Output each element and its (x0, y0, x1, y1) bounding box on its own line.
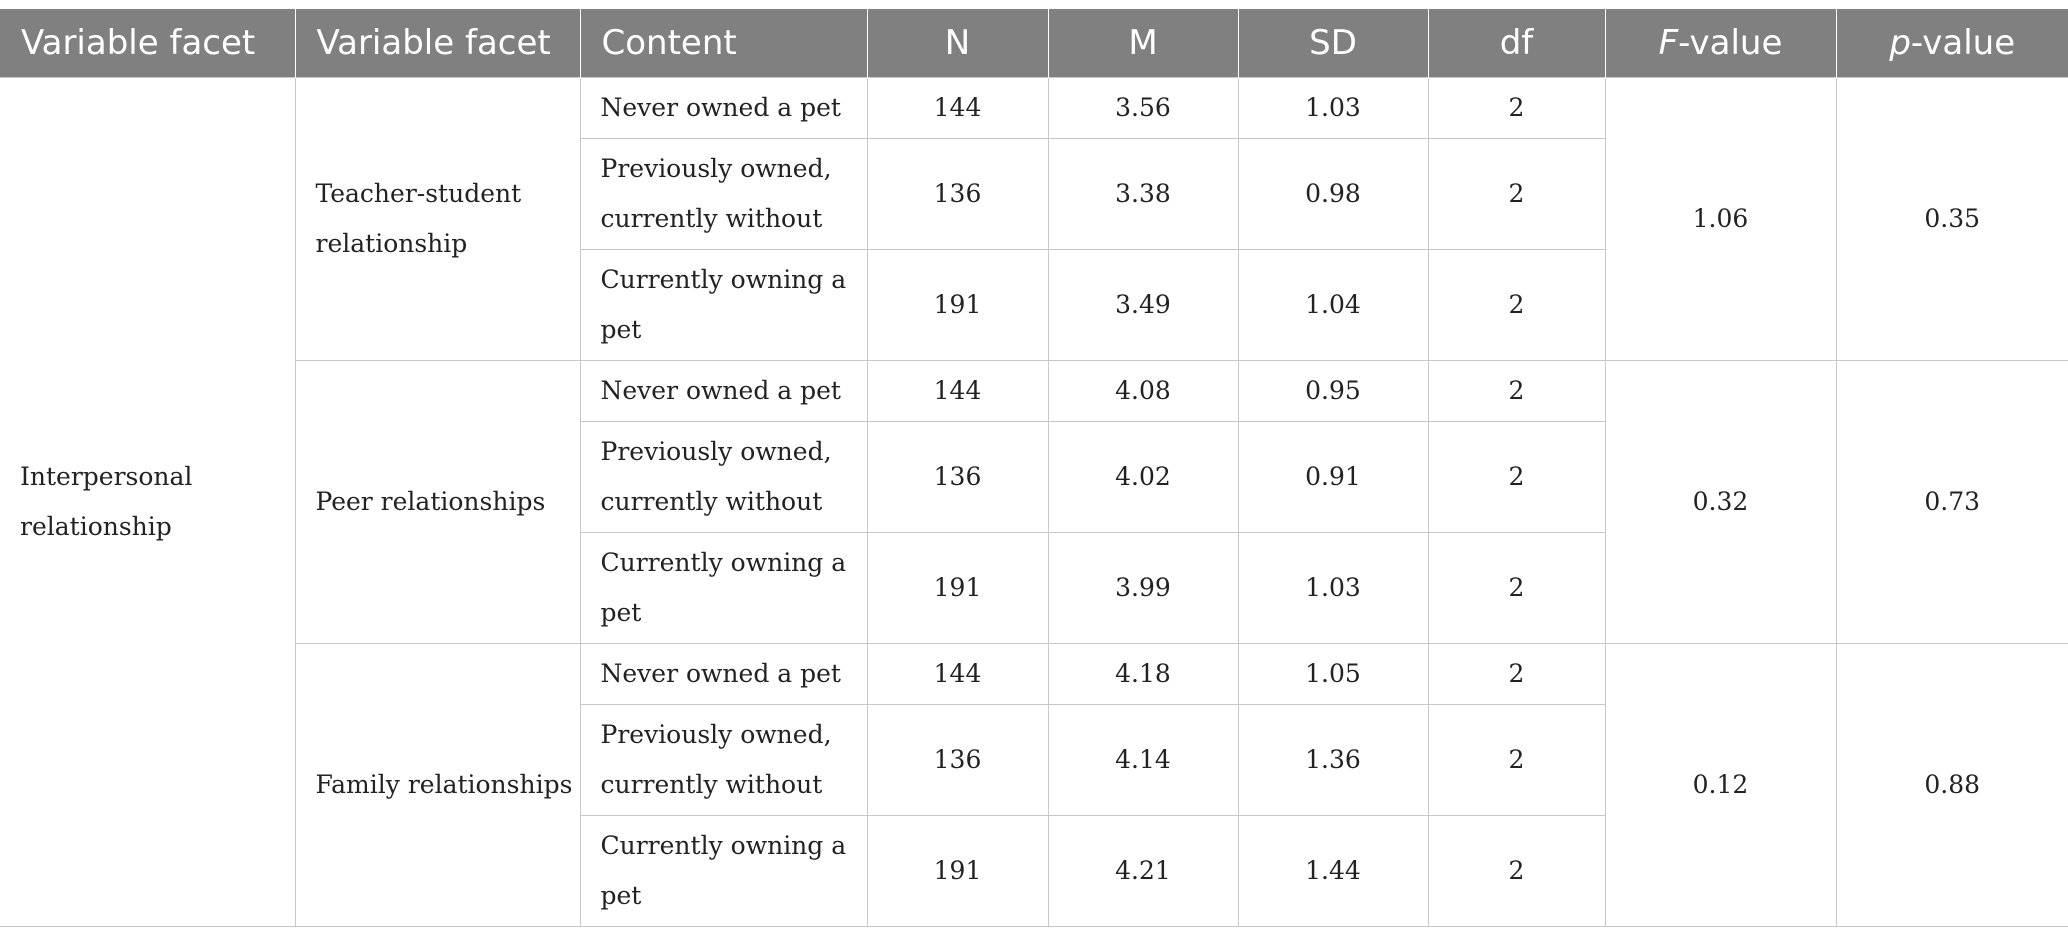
p-value-cell: 0.35 (1835, 77, 2068, 361)
header-f-value: F-value (1605, 9, 1837, 78)
sd-cell: 0.91 (1237, 421, 1429, 533)
content-cell: Never owned a pet (579, 643, 868, 705)
n-cell: 144 (866, 643, 1049, 705)
header-m: M (1048, 9, 1239, 78)
header-n: N (867, 9, 1049, 78)
content-cell: Currently owning a pet (580, 815, 868, 927)
m-cell: 4.14 (1047, 704, 1239, 816)
n-cell: 144 (866, 360, 1049, 422)
header-p-italic: p (1889, 23, 1911, 63)
table-row: Previously owned, currently without 136 … (0, 704, 2068, 816)
content-cell: Never owned a pet (579, 360, 868, 422)
f-value-cell: 0.12 (1604, 643, 1837, 927)
m-cell: 4.08 (1047, 360, 1239, 422)
m-cell: 4.02 (1047, 421, 1239, 533)
header-row: Variable facet Variable facet Content N … (0, 9, 2068, 78)
p-value-cell: 0.73 (1835, 360, 2068, 644)
df-cell: 2 (1427, 643, 1606, 705)
n-cell: 136 (866, 704, 1049, 816)
header-f-suffix: -value (1678, 23, 1783, 63)
m-cell: 3.38 (1047, 138, 1239, 250)
content-cell: Currently owning a pet (580, 249, 868, 361)
df-cell: 2 (1427, 532, 1605, 644)
n-cell: 191 (866, 815, 1049, 927)
content-cell: Previously owned, currently without (580, 421, 868, 533)
sd-cell: 1.36 (1237, 704, 1429, 816)
content-cell: Currently owning a pet (580, 532, 868, 644)
n-cell: 191 (866, 249, 1049, 361)
content-cell: Never owned a pet (579, 77, 868, 139)
table-row: Currently owning a pet 191 4.21 1.44 2 (0, 815, 2068, 927)
n-cell: 136 (866, 138, 1049, 250)
df-cell: 2 (1427, 360, 1606, 422)
table-row: Interpersonal relationship Teacher-stude… (0, 77, 2068, 927)
p-value-cell: 0.88 (1835, 643, 2068, 927)
header-p-value: p-value (1836, 9, 2068, 78)
df-cell: 2 (1427, 249, 1605, 361)
m-cell: 3.99 (1047, 532, 1239, 644)
header-content: Content (580, 9, 868, 78)
sd-cell: 1.03 (1237, 77, 1429, 139)
f-value-cell: 0.32 (1604, 360, 1837, 644)
sd-cell: 1.03 (1237, 532, 1429, 644)
table-row: Peer relationships Never owned a pet 144… (0, 360, 2068, 644)
df-cell: 2 (1427, 815, 1605, 927)
table-body: Interpersonal relationship Teacher-stude… (0, 77, 2068, 927)
anova-table: Variable facet Variable facet Content N … (0, 9, 2068, 927)
header-p-suffix: -value (1910, 23, 2016, 63)
n-cell: 136 (866, 421, 1049, 533)
header-variable-facet-1: Variable facet (0, 9, 296, 78)
header-f-italic: F (1658, 23, 1679, 63)
table-row: Previously owned, currently without 136 … (0, 138, 2068, 250)
sd-cell: 0.95 (1237, 360, 1429, 422)
df-cell: 2 (1427, 421, 1605, 533)
table-row: Family relationships Never owned a pet 1… (0, 643, 2068, 927)
n-cell: 191 (866, 532, 1049, 644)
sd-cell: 1.44 (1237, 815, 1429, 927)
m-cell: 4.18 (1047, 643, 1239, 705)
header-sd: SD (1238, 9, 1429, 78)
df-cell: 2 (1427, 704, 1605, 816)
df-cell: 2 (1427, 77, 1606, 139)
table-row: Previously owned, currently without 136 … (0, 421, 2068, 533)
sd-cell: 0.98 (1237, 138, 1429, 250)
facet-cell: Family relationships (295, 643, 581, 927)
facet-cell: Teacher-student relationship (294, 77, 581, 361)
table-row: Currently owning a pet 191 3.99 1.03 2 (0, 532, 2068, 644)
content-cell: Previously owned, currently without (580, 704, 868, 816)
m-cell: 4.21 (1047, 815, 1239, 927)
df-cell: 2 (1427, 138, 1605, 250)
category-cell: Interpersonal relationship (0, 77, 296, 927)
header-df: df (1428, 9, 1606, 78)
header-variable-facet-2: Variable facet (295, 9, 581, 78)
f-value-cell: 1.06 (1604, 77, 1837, 361)
table-container: Variable facet Variable facet Content N … (0, 9, 2068, 927)
n-cell: 144 (866, 77, 1049, 139)
table-header: Variable facet Variable facet Content N … (0, 9, 2068, 78)
m-cell: 3.49 (1047, 249, 1239, 361)
table-row: Currently owning a pet 191 3.49 1.04 2 (0, 249, 2068, 361)
m-cell: 3.56 (1047, 77, 1239, 139)
sd-cell: 1.05 (1237, 643, 1429, 705)
facet-cell: Peer relationships (295, 360, 581, 644)
sd-cell: 1.04 (1237, 249, 1429, 361)
content-cell: Previously owned, currently without (580, 138, 868, 250)
